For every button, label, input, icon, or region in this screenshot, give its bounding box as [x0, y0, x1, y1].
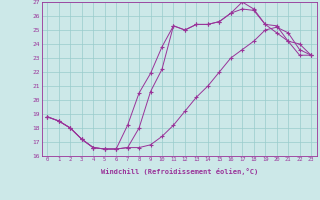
- X-axis label: Windchill (Refroidissement éolien,°C): Windchill (Refroidissement éolien,°C): [100, 168, 258, 175]
